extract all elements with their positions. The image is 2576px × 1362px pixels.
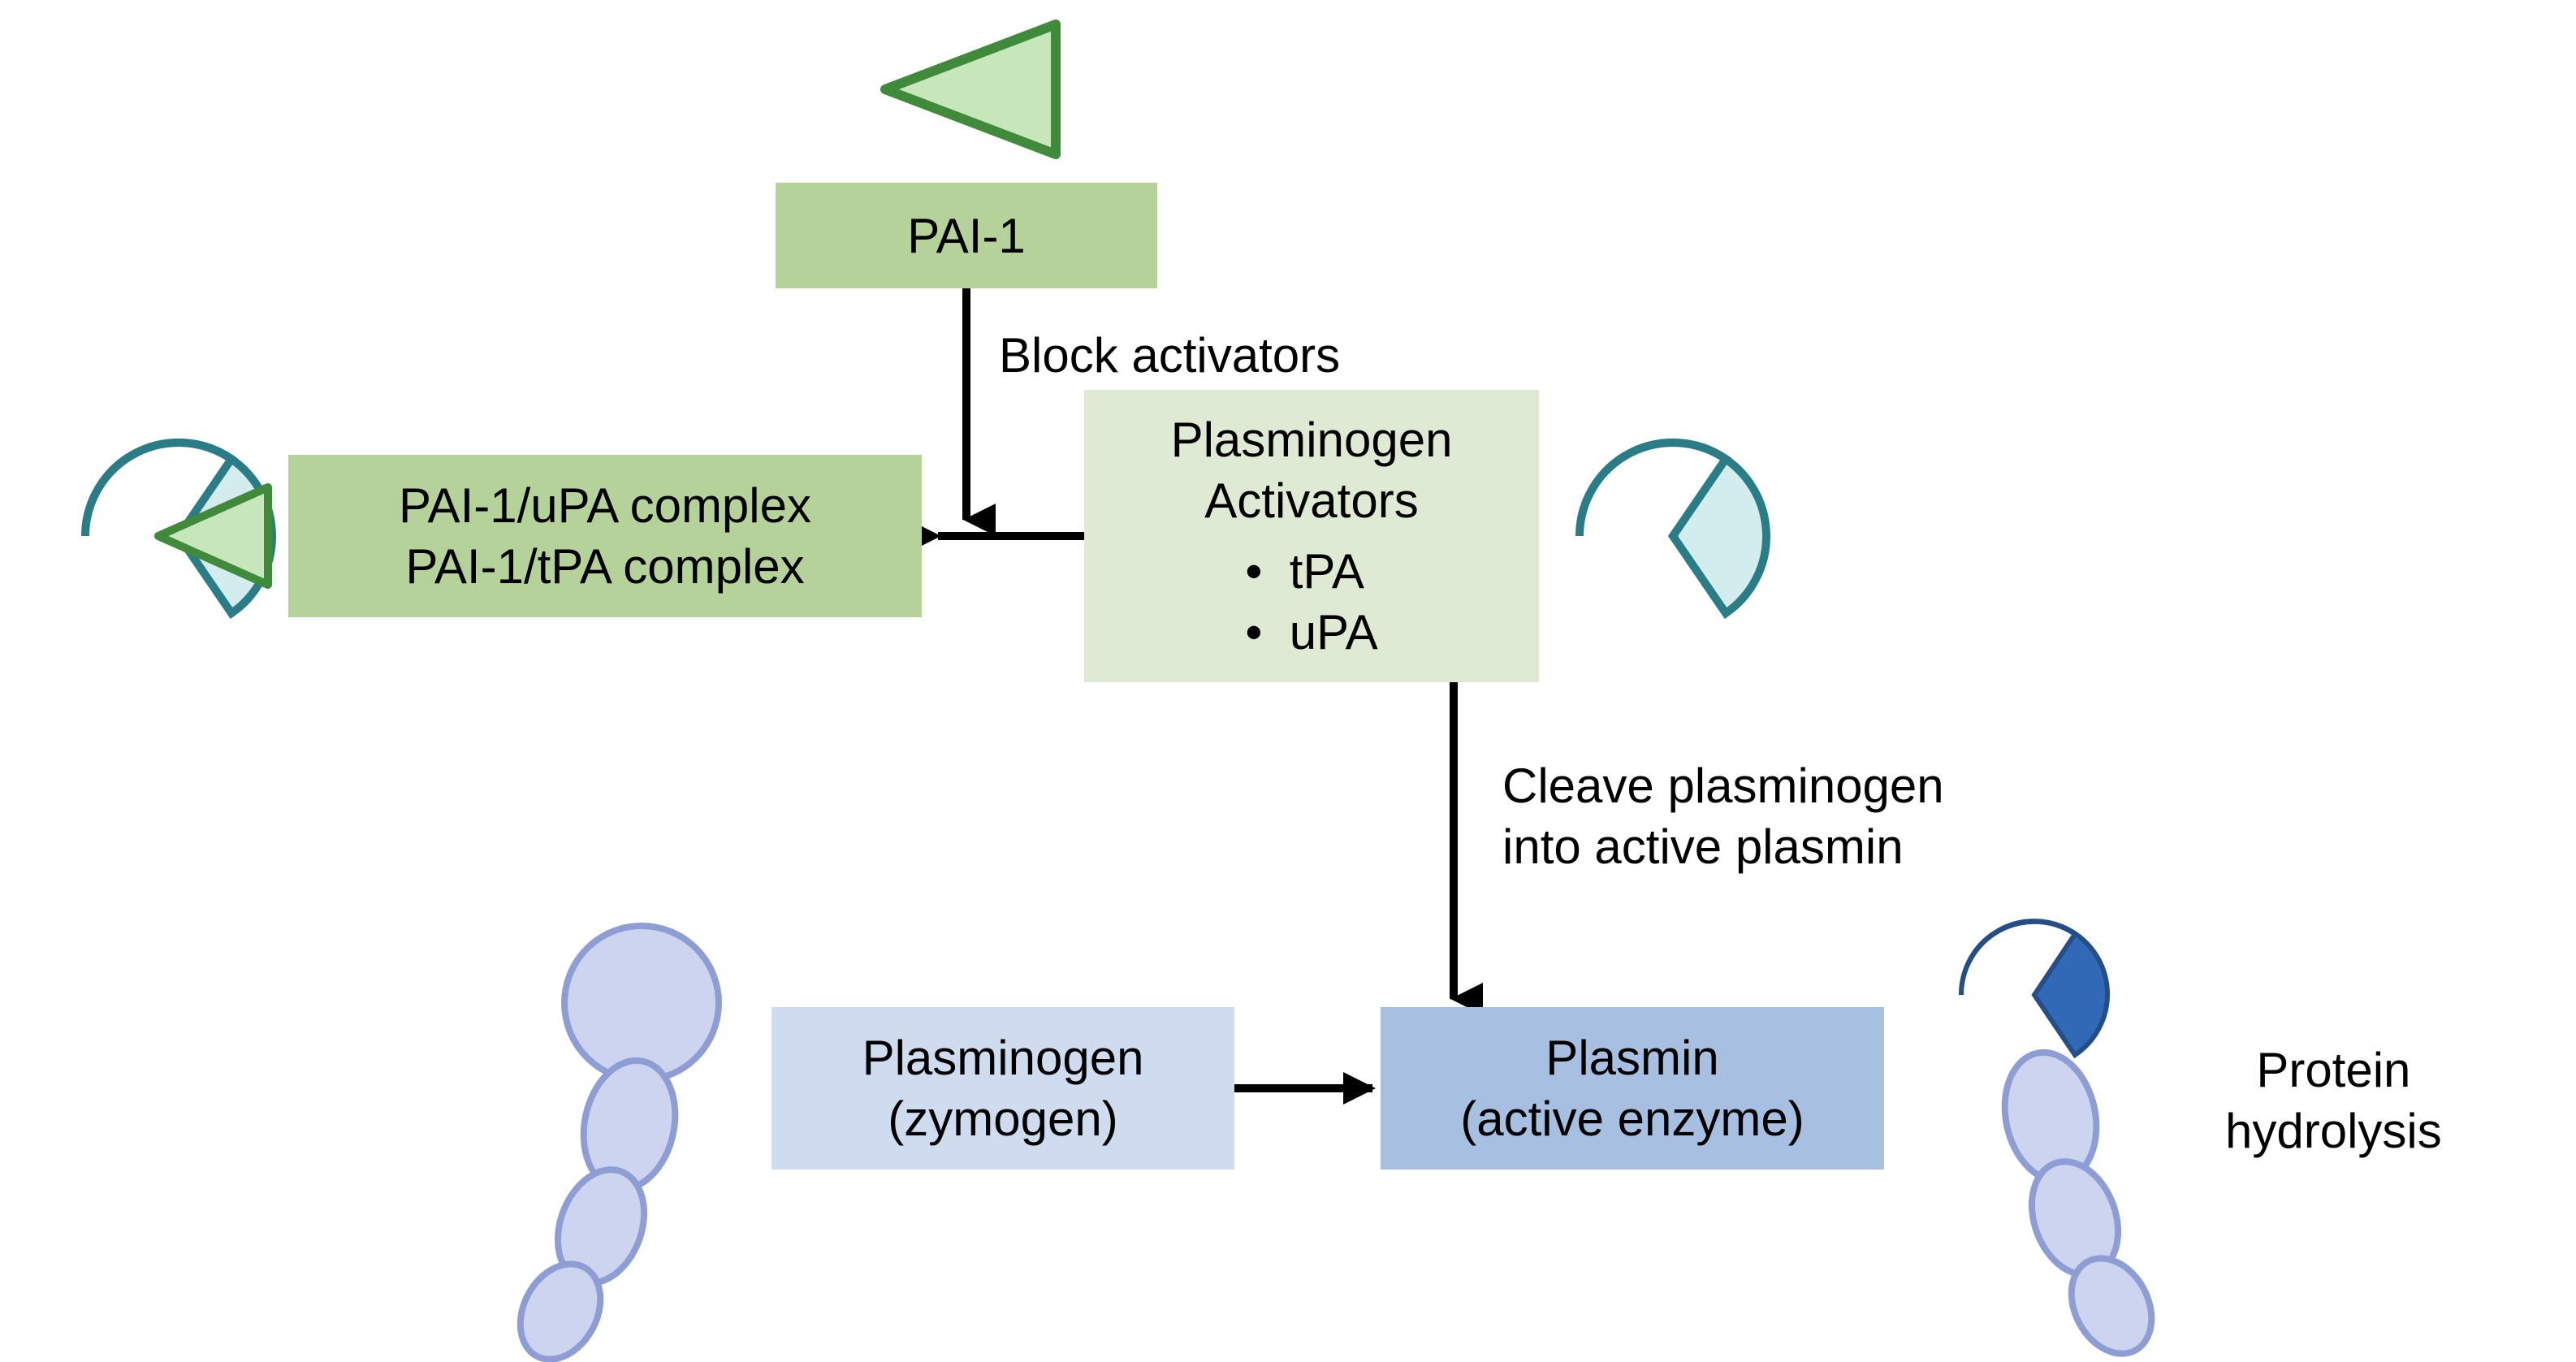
node-activators-line1: Plasminogen [1171, 409, 1453, 470]
node-activators-bullet1: • tPA [1245, 541, 1377, 602]
node-pai1-label: PAI-1 [907, 205, 1026, 266]
node-activators: Plasminogen Activators • tPA • uPA [1084, 390, 1539, 682]
node-plasmin: Plasmin (active enzyme) [1381, 1007, 1884, 1170]
node-plasmin-line1: Plasmin [1545, 1027, 1718, 1088]
complex-pacman-icon [85, 443, 272, 613]
node-plasmin-line2: (active enzyme) [1460, 1088, 1804, 1149]
plasminogen-chain-icon [504, 926, 719, 1362]
pai1-triangle-icon [885, 24, 1056, 154]
diagram-stage: PAI-1 PAI-1/uPA complex PAI-1/tPA comple… [0, 0, 2576, 1362]
label-block-activators: Block activators [999, 325, 1340, 386]
node-plasminogen-line1: Plasminogen [862, 1027, 1144, 1088]
node-plasminogen: Plasminogen (zymogen) [772, 1007, 1234, 1170]
plasmin-chain-icon [1961, 921, 2168, 1362]
node-pa-complex-line1: PAI-1/uPA complex [399, 475, 811, 536]
node-plasminogen-line2: (zymogen) [888, 1088, 1117, 1149]
label-protein-hydrolysis: Protein hydrolysis [2225, 1040, 2442, 1161]
node-pai1: PAI-1 [776, 183, 1157, 288]
label-cleave: Cleave plasminogen into active plasmin [1502, 755, 1944, 877]
node-pa-complex: PAI-1/uPA complex PAI-1/tPA complex [288, 455, 922, 617]
activator-pacman-icon [1580, 443, 1766, 613]
node-activators-line2: Activators [1204, 470, 1418, 531]
node-activators-bullet2: • uPA [1245, 602, 1377, 663]
node-pa-complex-line2: PAI-1/tPA complex [405, 536, 804, 597]
